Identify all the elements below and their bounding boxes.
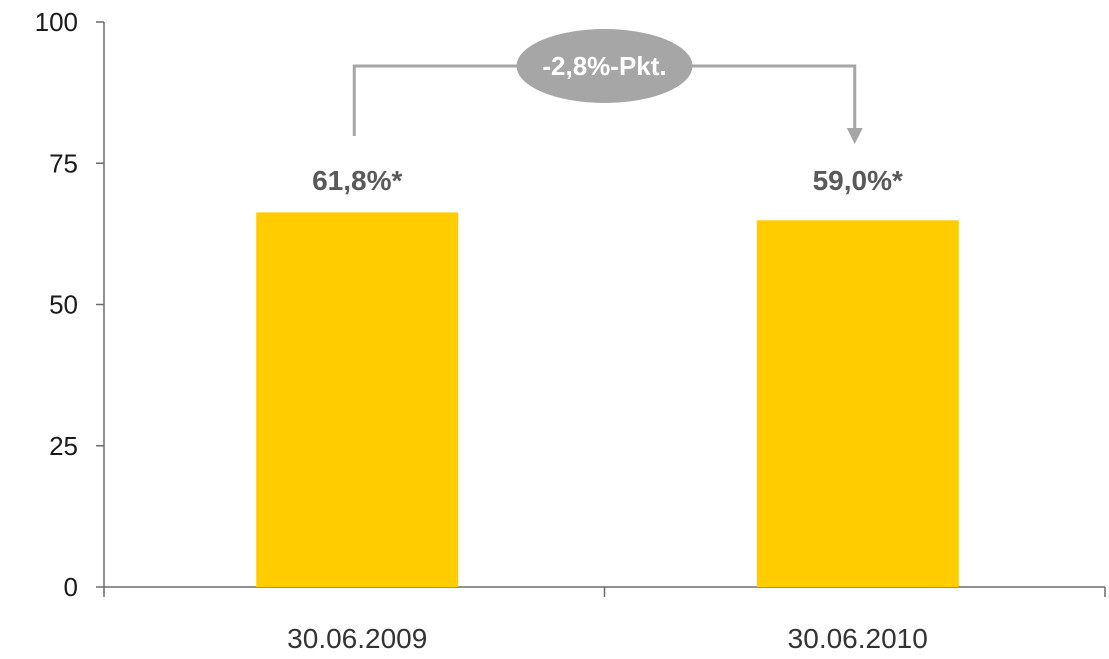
change-annotation: -2,8%-Pkt. — [352, 29, 863, 144]
y-axis: 0 25 50 75 100 — [35, 7, 105, 602]
y-tick-label: 100 — [35, 7, 78, 37]
y-tick-label: 25 — [49, 431, 78, 461]
y-tick-label: 50 — [49, 290, 78, 320]
y-tick-label: 75 — [49, 148, 78, 178]
bar — [756, 220, 959, 587]
bar-data-label: 59,0%* — [813, 165, 903, 196]
change-badge — [516, 29, 693, 103]
arrow-head-icon — [846, 128, 863, 144]
x-category-label: 30.06.2010 — [788, 623, 928, 654]
bars: 61,8%* 59,0%* — [256, 165, 959, 587]
change-badge-label: -2,8%-Pkt. — [542, 51, 666, 81]
x-axis: 30.06.2009 30.06.2010 — [103, 586, 1106, 654]
bar — [256, 212, 459, 587]
x-category-label: 30.06.2009 — [287, 623, 427, 654]
bar-data-label: 61,8%* — [312, 165, 402, 196]
y-tick-label: 0 — [64, 572, 78, 602]
